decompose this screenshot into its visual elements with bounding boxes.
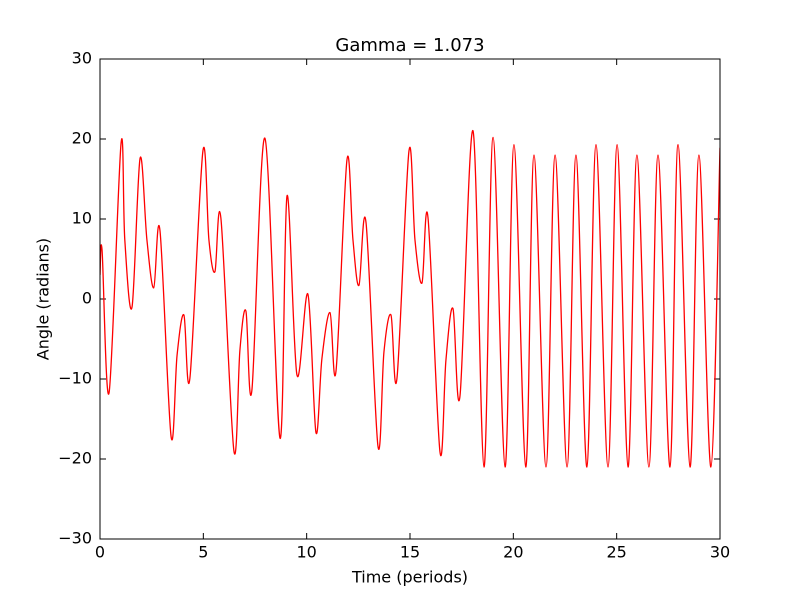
chart-title: Gamma = 1.073 — [335, 35, 484, 56]
x-axis-label: Time (periods) — [351, 568, 468, 587]
y-tick-label: 0 — [82, 289, 92, 308]
x-tick-label: 25 — [606, 543, 626, 562]
data-line — [100, 130, 720, 468]
y-tick-label: 10 — [72, 209, 92, 228]
y-tick-label: −30 — [58, 529, 92, 548]
x-tick-label: 0 — [95, 543, 105, 562]
y-axis-label: Angle (radians) — [34, 238, 53, 360]
x-tick-label: 15 — [400, 543, 420, 562]
x-tick-label: 5 — [198, 543, 208, 562]
y-tick-label: 30 — [72, 49, 92, 68]
y-tick-label: −10 — [58, 369, 92, 388]
x-tick-label: 10 — [296, 543, 316, 562]
x-tick-label: 20 — [503, 543, 523, 562]
y-tick-label: −20 — [58, 449, 92, 468]
y-tick-label: 20 — [72, 129, 92, 148]
plot-frame — [99, 58, 721, 540]
x-tick-label: 30 — [710, 543, 730, 562]
